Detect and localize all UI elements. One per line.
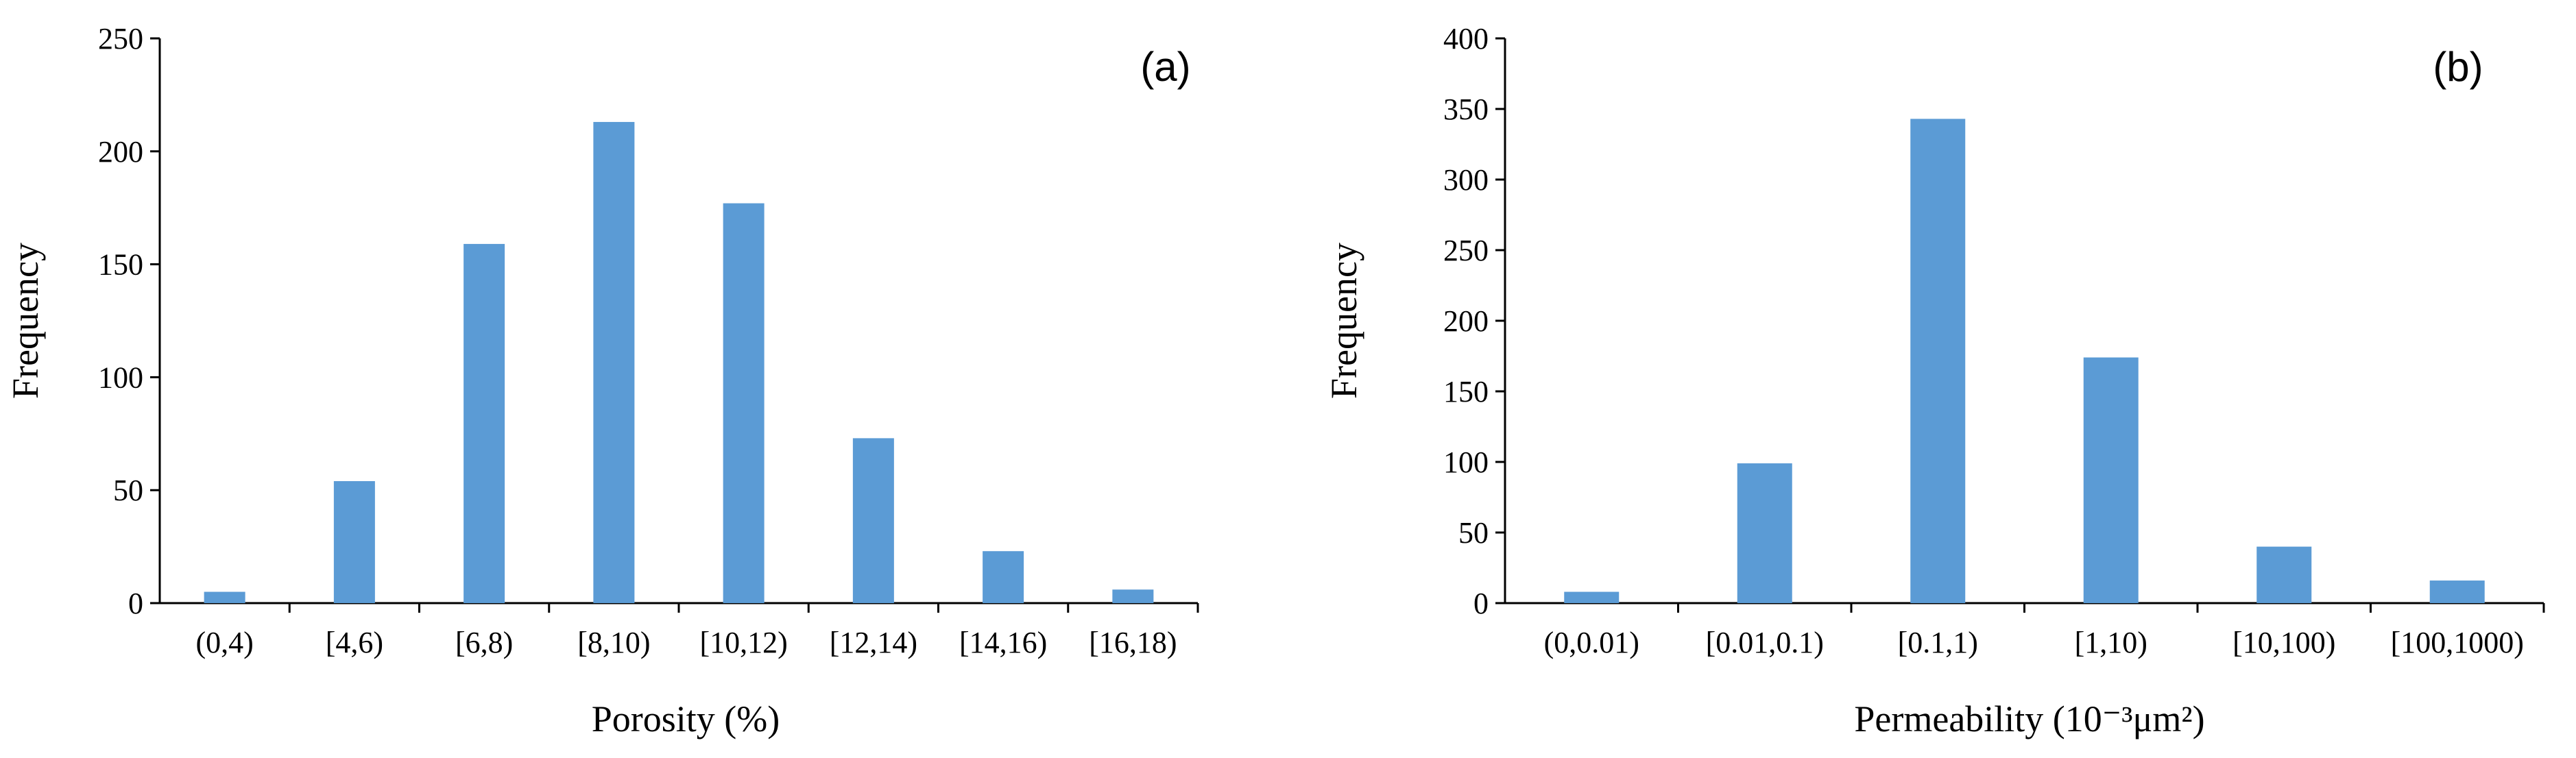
y-tick-label: 250 — [1443, 234, 1489, 267]
x-tick-label: (0,4) — [195, 626, 253, 659]
x-tick-label: [6,8) — [455, 626, 513, 659]
y-tick-label: 350 — [1443, 93, 1489, 126]
bar — [593, 121, 635, 603]
y-tick-label: 250 — [98, 22, 143, 56]
x-tick-label: [4,6) — [326, 626, 383, 659]
x-tick-label: [10,12) — [699, 626, 787, 659]
y-tick-label: 0 — [1473, 587, 1489, 620]
y-tick-label: 150 — [98, 248, 143, 282]
panel-label: (a) — [1140, 44, 1190, 90]
bar — [1737, 463, 1792, 603]
y-tick-label: 300 — [1443, 163, 1489, 197]
x-axis-title: Permeability (10⁻³μm²) — [1854, 698, 2204, 739]
bar — [1564, 591, 1620, 603]
panel-label: (b) — [2433, 44, 2483, 90]
x-tick-label: [10,100) — [2232, 626, 2335, 659]
bar — [983, 551, 1024, 603]
bar — [464, 243, 505, 603]
y-tick-label: 100 — [1443, 445, 1489, 479]
x-tick-label: [1,10) — [2075, 626, 2147, 659]
y-axis-title: Frequency — [5, 243, 46, 399]
x-axis-title: Porosity (%) — [592, 698, 780, 739]
x-tick-label: [14,16) — [959, 626, 1047, 659]
bar — [1910, 119, 1966, 604]
y-axis-title: Frequency — [1323, 243, 1364, 399]
x-tick-label: [12,14) — [830, 626, 917, 659]
y-tick-label: 150 — [1443, 375, 1489, 408]
bar — [723, 203, 765, 603]
x-tick-label: (0,0.01) — [1544, 626, 1639, 659]
y-tick-label: 50 — [1458, 516, 1489, 550]
y-tick-label: 400 — [1443, 22, 1489, 56]
bar — [852, 438, 894, 603]
bar — [333, 481, 375, 603]
bar — [204, 591, 245, 603]
y-tick-label: 200 — [98, 135, 143, 169]
x-tick-label: [8,10) — [577, 626, 650, 659]
bar — [2256, 546, 2312, 603]
x-tick-label: [0.01,0.1) — [1706, 626, 1824, 659]
bar — [2429, 580, 2485, 603]
x-tick-label: [16,18) — [1089, 626, 1177, 659]
y-tick-label: 100 — [98, 360, 143, 394]
y-tick-label: 0 — [128, 587, 143, 620]
x-tick-label: [100,1000) — [2391, 626, 2524, 659]
x-tick-label: [0.1,1) — [1898, 626, 1978, 659]
bar — [1112, 589, 1154, 603]
y-tick-label: 50 — [113, 474, 143, 507]
y-tick-label: 200 — [1443, 304, 1489, 338]
bar — [2083, 357, 2139, 603]
